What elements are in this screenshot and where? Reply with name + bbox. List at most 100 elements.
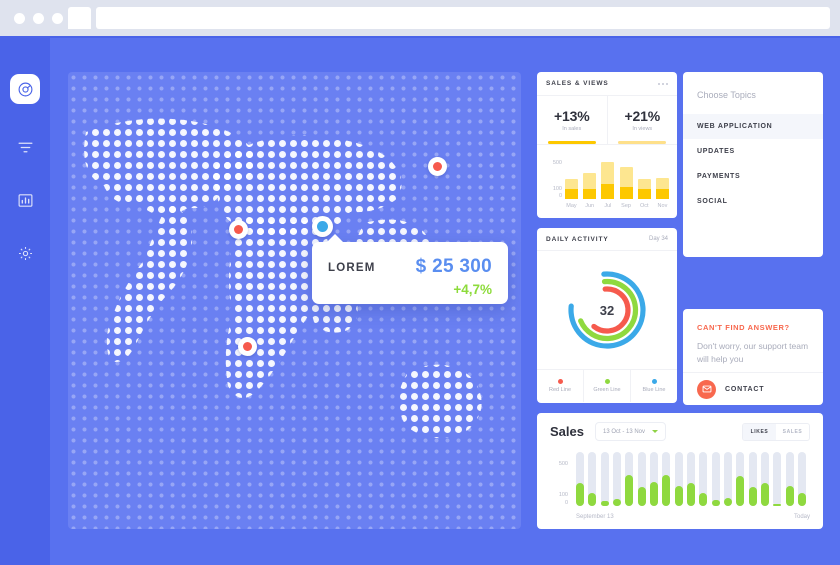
- more-horizontal-icon[interactable]: [658, 82, 668, 85]
- donut-center-value: 32: [599, 302, 615, 318]
- chart-bars: [565, 153, 669, 199]
- sales-title: Sales: [550, 424, 584, 439]
- marker-dot-blue: [317, 221, 328, 232]
- bar-column[interactable]: [785, 452, 794, 506]
- bar-fill: [674, 486, 683, 506]
- window-maximize-dot[interactable]: [52, 13, 63, 24]
- map-tooltip: LOREM $ 25 300 +4,7%: [312, 234, 508, 304]
- bar-column[interactable]: [736, 452, 745, 506]
- metric-toggle[interactable]: LIKES SALES: [742, 422, 810, 441]
- daily-activity-day: Day 34: [648, 236, 668, 242]
- y-tick: 100: [558, 492, 568, 499]
- legend-swatch: [651, 379, 657, 384]
- stat-label: In sales: [562, 126, 582, 132]
- bar-column[interactable]: [674, 452, 683, 506]
- tooltip-delta: +4,7%: [453, 282, 492, 297]
- bar-column[interactable]: [619, 166, 633, 199]
- window-minimize-dot[interactable]: [33, 13, 44, 24]
- bar-column[interactable]: [649, 452, 658, 506]
- window-controls[interactable]: [14, 13, 63, 24]
- bar-track: [773, 452, 782, 506]
- bar-segment-views: [655, 178, 669, 190]
- stat-value: +13%: [554, 108, 590, 124]
- x-tick: Oct: [639, 203, 649, 209]
- bar-segment-sales: [655, 189, 669, 199]
- disc-icon: [18, 82, 32, 96]
- bar-column[interactable]: [655, 178, 669, 199]
- bar-column[interactable]: [601, 162, 615, 199]
- url-input[interactable]: [96, 7, 830, 29]
- bar-column[interactable]: [748, 452, 757, 506]
- bar-track: [600, 452, 609, 506]
- bar-column[interactable]: [760, 452, 769, 506]
- sales-footer: September 13 Today: [537, 510, 823, 520]
- topic-item-social[interactable]: SOCIAL: [697, 198, 728, 205]
- world-map-panel[interactable]: LOREM $ 25 300 +4,7%: [68, 72, 521, 529]
- map-marker[interactable]: [238, 337, 257, 356]
- topic-item-web-application[interactable]: WEB APPLICATION: [683, 114, 823, 139]
- bar-column[interactable]: [797, 452, 806, 506]
- bar-column[interactable]: [662, 452, 671, 506]
- map-marker[interactable]: [229, 220, 248, 239]
- contact-button[interactable]: CONTACT: [683, 372, 823, 405]
- gear-icon: [18, 246, 32, 260]
- sidebar-item-filter[interactable]: [12, 134, 38, 160]
- marker-dot-red: [433, 162, 442, 171]
- sidebar-item-analytics[interactable]: [12, 187, 38, 213]
- bar-column[interactable]: [625, 452, 634, 506]
- marker-dot-red: [234, 225, 243, 234]
- bar-column[interactable]: [686, 452, 695, 506]
- x-tick: Sep: [621, 203, 631, 209]
- stat-underline: [618, 141, 667, 144]
- window-close-dot[interactable]: [14, 13, 25, 24]
- daily-activity-header: DAILY ACTIVITY Day 34: [537, 228, 677, 251]
- legend-item[interactable]: Red Line: [537, 370, 583, 402]
- topic-item-updates[interactable]: UPDATES: [697, 148, 735, 155]
- bar-column[interactable]: [588, 452, 597, 506]
- bar-fill: [699, 493, 708, 506]
- sidebar-item-settings[interactable]: [12, 240, 38, 266]
- map-marker[interactable]: [428, 157, 447, 176]
- sales-start-label: September 13: [576, 514, 614, 520]
- bar-segment-sales: [601, 183, 615, 199]
- toggle-sales[interactable]: SALES: [782, 428, 803, 435]
- app-sidebar: [0, 38, 50, 565]
- filter-icon: [18, 142, 32, 152]
- sales-chart: 0 100 500: [550, 450, 810, 510]
- tooltip-values: $ 25 300 +4,7%: [416, 256, 492, 297]
- bar-column[interactable]: [699, 452, 708, 506]
- bar-fill: [797, 492, 806, 506]
- bar-column[interactable]: [637, 179, 651, 199]
- x-tick: Jul: [604, 203, 612, 209]
- bar-column[interactable]: [583, 172, 597, 199]
- toggle-likes[interactable]: LIKES: [743, 423, 776, 440]
- sales-end-label: Today: [793, 514, 810, 520]
- sidebar-item-logo[interactable]: [10, 74, 40, 104]
- bar-fill: [600, 500, 609, 506]
- browser-tab[interactable]: [68, 7, 91, 29]
- bar-column[interactable]: [576, 452, 584, 506]
- legend-item[interactable]: Blue Line: [630, 370, 677, 402]
- bar-column[interactable]: [773, 452, 782, 506]
- map-marker-selected[interactable]: [312, 216, 333, 237]
- x-tick: Nov: [657, 203, 668, 209]
- bar-column[interactable]: [637, 452, 646, 506]
- bar-column[interactable]: [723, 452, 732, 506]
- bar-column[interactable]: [711, 452, 720, 506]
- bar-column[interactable]: [600, 452, 609, 506]
- bar-column[interactable]: [612, 452, 621, 506]
- sales-views-card: SALES & VIEWS +13% In sales +21% In view…: [537, 72, 677, 218]
- legend-item[interactable]: Green Line: [583, 370, 630, 402]
- bar-track: [674, 452, 683, 506]
- bar-column[interactable]: [565, 178, 578, 199]
- topic-item-payments[interactable]: PAYMENTS: [697, 173, 741, 180]
- donut-arc-green-line: [575, 278, 639, 342]
- date-range-selector[interactable]: 13 Oct - 13 Nov: [594, 422, 667, 441]
- bar-fill: [711, 500, 720, 506]
- stat-underline: [547, 141, 596, 144]
- topics-list: WEB APPLICATION UPDATES PAYMENTS SOCIAL: [683, 114, 823, 214]
- daily-activity-legend: Red Line Green Line Blue Line: [537, 369, 677, 402]
- legend-label: Red Line: [548, 387, 572, 393]
- bar-segment-sales: [583, 189, 597, 199]
